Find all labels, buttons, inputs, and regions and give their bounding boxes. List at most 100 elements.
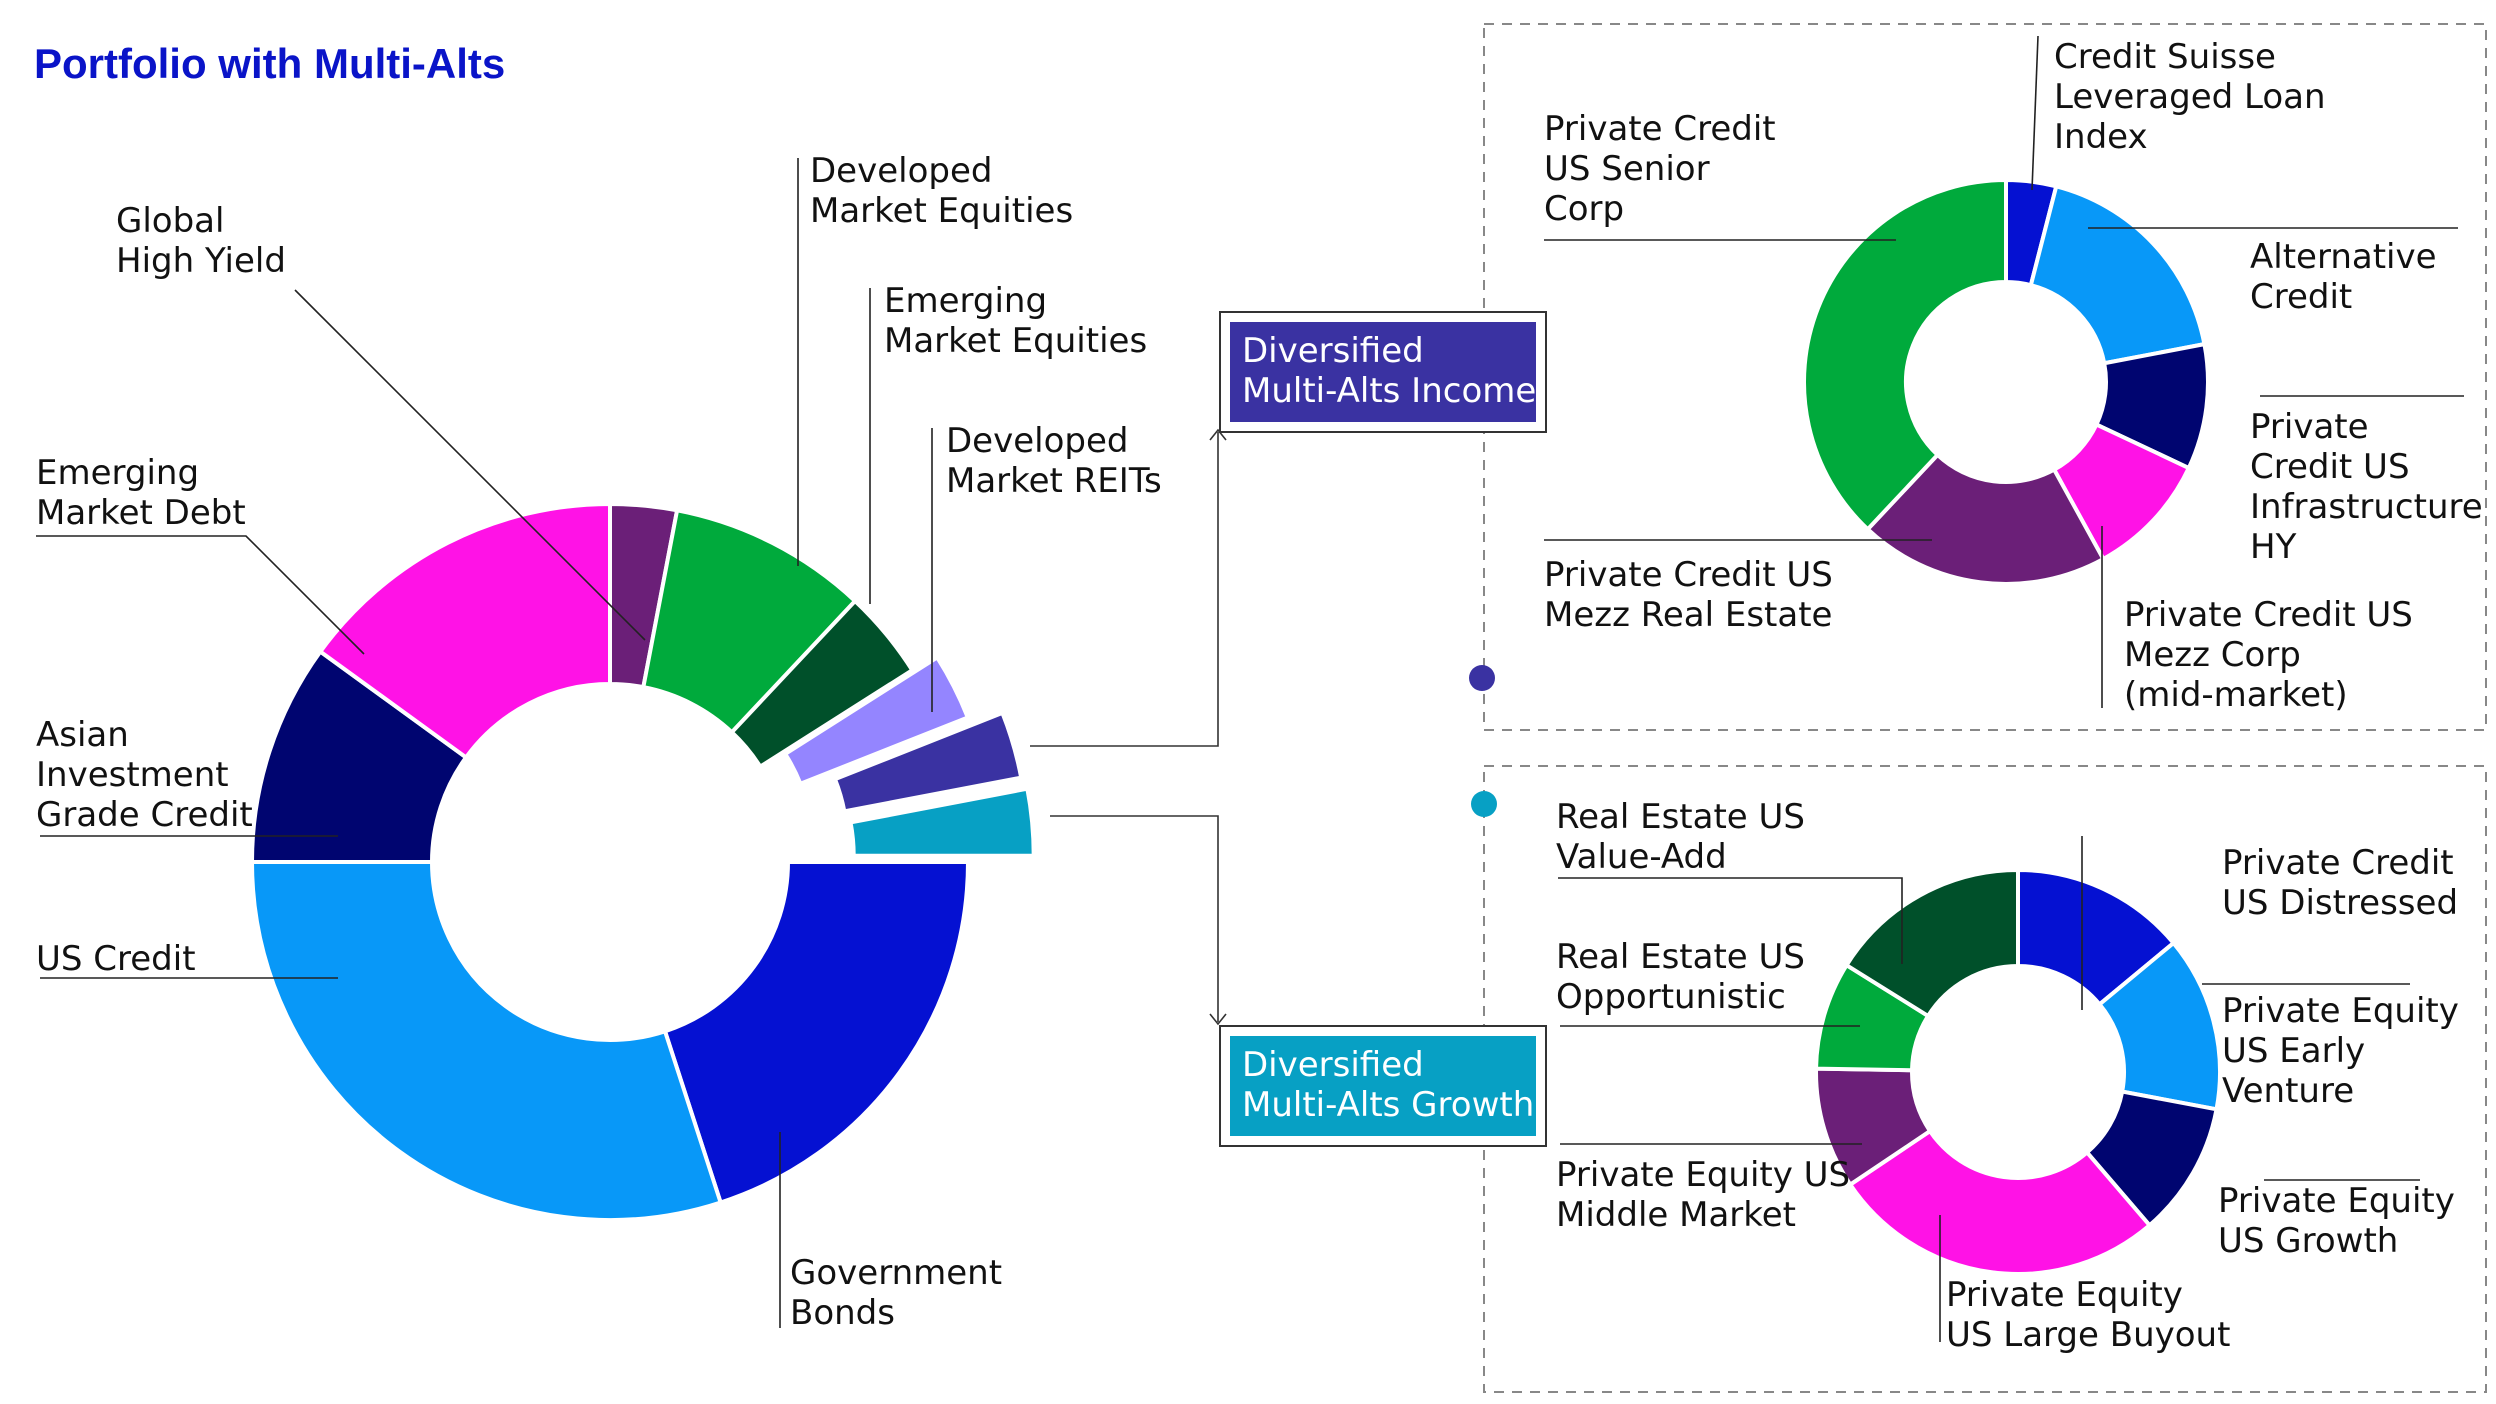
growth-slice-private-equity-us-large-buyout <box>1848 1129 2152 1276</box>
slice-label-line: Emerging <box>884 281 1047 321</box>
slice-label-line: Market REITs <box>946 461 1162 501</box>
slice-label-line: Private Equity <box>2218 1181 2455 1221</box>
leader-lines <box>36 35 2464 1342</box>
slice-label-line: Value-Add <box>1556 837 1727 877</box>
slice-label-line: HY <box>2250 527 2297 567</box>
slice-label-line: Index <box>2054 117 2148 157</box>
income-box-label-line2: Multi-Alts Income <box>1242 371 1536 411</box>
slice-label-line: Market Debt <box>36 493 246 533</box>
income-box-label-line1: Diversified <box>1242 331 1424 371</box>
slice-label-line: Asian <box>36 715 129 755</box>
slice-label-line: Real Estate US <box>1556 937 1805 977</box>
slice-label-line: Mezz Corp <box>2124 635 2301 675</box>
slice-label-line: US Early <box>2222 1031 2365 1071</box>
growth-box-label-line1: Diversified <box>1242 1045 1424 1085</box>
slice-label-line: Venture <box>2222 1071 2354 1111</box>
slice-label-line: Emerging <box>36 453 199 493</box>
growth-box-fill <box>1230 1036 1536 1136</box>
slice-label-line: Private Credit <box>2222 843 2454 883</box>
slice-label-line: Corp <box>1544 189 1624 229</box>
slice-label-line: Global <box>116 201 224 241</box>
slice-label-line: Market Equities <box>810 191 1073 231</box>
slice-label-line: High Yield <box>116 241 286 281</box>
income-box-fill <box>1230 322 1536 422</box>
slice-label-line: Credit <box>2250 277 2352 317</box>
income-slice-alternative-credit <box>2028 184 2207 366</box>
growth-slice-real-estate-us-value-add <box>1844 868 2020 1018</box>
slice-label-line: (mid-market) <box>2124 675 2348 715</box>
slice-label-line: Bonds <box>790 1293 895 1333</box>
slice-label-line: Middle Market <box>1556 1195 1796 1235</box>
main-slice-emerging-market-equities <box>729 599 915 769</box>
main-slice-us-credit <box>250 860 723 1222</box>
slice-label-line: Investment <box>36 755 229 795</box>
income-connector <box>1030 432 1219 747</box>
income-slice-private-credit-us-mezz-real-estate <box>1865 452 2106 586</box>
slice-label-line: US Senior <box>1544 149 1710 189</box>
slice-label-line: US Credit <box>36 939 196 979</box>
connector-lines <box>1030 428 1227 1026</box>
slice-label-line: Opportunistic <box>1556 977 1786 1017</box>
slice-label-line: US Growth <box>2218 1221 2398 1261</box>
main-slice-emerging-market-debt <box>318 502 612 760</box>
slice-label-line: Private Equity US <box>1556 1155 1850 1195</box>
growth-dot <box>1471 791 1497 817</box>
growth-connector <box>1050 815 1219 1022</box>
slice-label-line: Private Credit <box>1544 109 1776 149</box>
slice-label-line: Alternative <box>2250 237 2437 277</box>
income-dot <box>1469 665 1495 691</box>
slice-label-line: Credit Suisse <box>2054 37 2276 77</box>
slice-label-line: Private Credit US <box>2124 595 2413 635</box>
slice-label-line: Private Equity <box>2222 991 2459 1031</box>
slice-label-line: Private Credit US <box>1544 555 1833 595</box>
leader-line <box>36 535 365 655</box>
leader-line <box>1558 877 1903 964</box>
slice-label-line: Grade Credit <box>36 795 253 835</box>
slice-label-us-credit: US Credit <box>36 939 196 979</box>
slice-label-line: Developed <box>946 421 1128 461</box>
main-slice-government-bonds <box>663 860 970 1205</box>
slice-label-line: Government <box>790 1253 1002 1293</box>
growth-arrowhead <box>1209 1013 1227 1026</box>
income-arrowhead <box>1209 428 1227 441</box>
leader-line <box>294 289 646 641</box>
slice-label-line: Private <box>2250 407 2369 447</box>
main-slice-developed-market-reits <box>783 655 970 786</box>
leader-line <box>2031 35 2039 191</box>
slice-label-line: Private Equity <box>1946 1275 2183 1315</box>
slice-label-line: Infrastructure <box>2250 487 2483 527</box>
growth-box-label-line2: Multi-Alts Growth <box>1242 1085 1534 1125</box>
slice-label-line: US Distressed <box>2222 883 2458 923</box>
slice-label-line: Developed <box>810 151 992 191</box>
slice-label-line: Leveraged Loan <box>2054 77 2326 117</box>
slice-label-line: Real Estate US <box>1556 797 1805 837</box>
chart-title: Portfolio with Multi-Alts <box>34 40 506 87</box>
income-slice-private-credit-us-senior-corp-unlevered <box>1802 178 2008 532</box>
slice-label-line: US Large Buyout <box>1946 1315 2230 1355</box>
main-slice-diversified-multi-alts-income <box>833 710 1024 814</box>
slice-label-line: Market Equities <box>884 321 1147 361</box>
